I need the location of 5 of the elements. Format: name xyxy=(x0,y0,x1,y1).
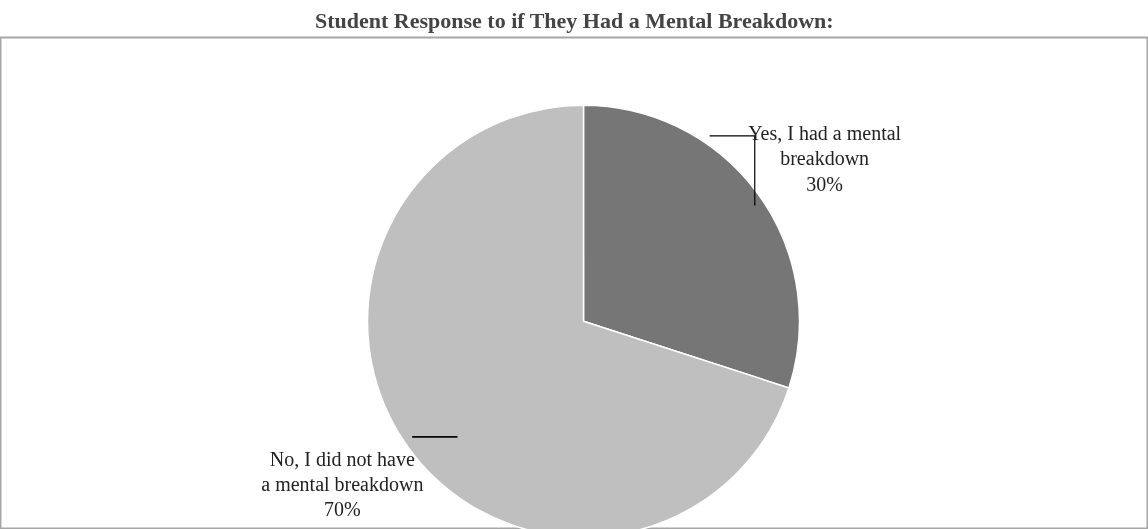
data-label: 70% xyxy=(324,498,361,521)
slice-label: No, I did not have a mental breakdown xyxy=(261,447,424,496)
data-label: 30% xyxy=(806,172,843,195)
chart-title: Student Response to if They Had a Mental Breakdown: xyxy=(314,7,834,33)
slice-label: Yes, I had a mental breakdown xyxy=(748,121,902,170)
